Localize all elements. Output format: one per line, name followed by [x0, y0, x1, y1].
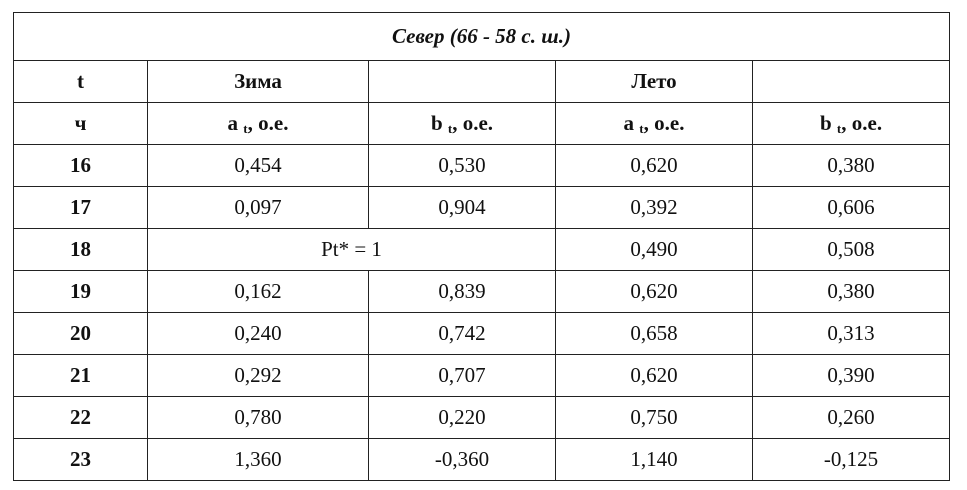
- hour-cell: 23: [13, 438, 148, 481]
- value-cell: 0,380: [751, 144, 951, 187]
- subscript: t: [243, 120, 248, 136]
- value-cell: 0,904: [368, 186, 556, 229]
- data-row: 19 0,162 0,839 0,620 0,380: [13, 270, 951, 313]
- value-cell: 0,260: [751, 396, 951, 439]
- value-cell: 0,508: [751, 228, 951, 271]
- value-cell: 0,097: [147, 186, 369, 229]
- subscript: t: [836, 120, 842, 136]
- value-cell: 0,380: [751, 270, 951, 313]
- header-cell: Зима: [147, 60, 369, 103]
- unit: , о.е.: [643, 110, 685, 135]
- symbol: b: [819, 110, 832, 135]
- value-cell: 0,620: [555, 144, 753, 187]
- header-row: t Зима Лето: [13, 60, 951, 103]
- hour-cell: 22: [13, 396, 148, 439]
- value-cell: 0,658: [555, 312, 753, 355]
- value-cell: 0,313: [751, 312, 951, 355]
- subscript: t: [447, 120, 453, 136]
- value-cell: 0,620: [555, 270, 753, 313]
- empty-cell: [368, 60, 556, 103]
- hour-cell: 21: [13, 354, 148, 397]
- value-cell: 0,707: [368, 354, 556, 397]
- value-cell: 0,490: [555, 228, 753, 271]
- value-cell: 0,390: [751, 354, 951, 397]
- unit: , о.е.: [452, 110, 494, 135]
- value-cell: 0,530: [368, 144, 556, 187]
- table-title: Север (66 - 58 с. ш.): [12, 12, 951, 61]
- value-cell: -0,125: [751, 438, 951, 481]
- unit: , о.е.: [247, 110, 289, 135]
- hour-cell: 17: [13, 186, 148, 229]
- header-cell: ч: [13, 102, 148, 145]
- header-cell: a t, о.е.: [147, 102, 369, 145]
- data-row: 17 0,097 0,904 0,392 0,606: [13, 186, 951, 229]
- subscript: t: [639, 120, 644, 136]
- value-cell: -0,360: [368, 438, 556, 481]
- header-cell: t: [13, 60, 148, 103]
- value-cell: 0,742: [368, 312, 556, 355]
- data-row: 21 0,292 0,707 0,620 0,390: [13, 354, 951, 397]
- empty-cell: [751, 60, 951, 103]
- value-cell: 0,750: [555, 396, 753, 439]
- merged-cell: Pt* = 1: [147, 228, 556, 271]
- header-cell: b t, о.е.: [751, 102, 951, 145]
- value-cell: 0,620: [555, 354, 753, 397]
- hour-cell: 19: [13, 270, 148, 313]
- data-row: 22 0,780 0,220 0,750 0,260: [13, 396, 951, 439]
- value-cell: 0,780: [147, 396, 369, 439]
- value-cell: 0,606: [751, 186, 951, 229]
- symbol: a: [227, 110, 239, 135]
- symbol: a: [623, 110, 635, 135]
- value-cell: 0,240: [147, 312, 369, 355]
- value-cell: 1,140: [555, 438, 753, 481]
- value-cell: 0,454: [147, 144, 369, 187]
- header-cell: a t, о.е.: [555, 102, 753, 145]
- data-row: 16 0,454 0,530 0,620 0,380: [13, 144, 951, 187]
- symbol: b: [430, 110, 443, 135]
- title-row: Север (66 - 58 с. ш.): [12, 12, 951, 61]
- value-cell: 0,162: [147, 270, 369, 313]
- hour-cell: 16: [13, 144, 148, 187]
- unit: , о.е.: [841, 110, 883, 135]
- value-cell: 1,360: [147, 438, 369, 481]
- value-cell: 0,392: [555, 186, 753, 229]
- header-cell: Лето: [555, 60, 753, 103]
- data-row: 20 0,240 0,742 0,658 0,313: [13, 312, 951, 355]
- hour-cell: 20: [13, 312, 148, 355]
- data-row: 23 1,360 -0,360 1,140 -0,125: [13, 438, 951, 481]
- hour-cell: 18: [13, 228, 148, 271]
- value-cell: 0,839: [368, 270, 556, 313]
- value-cell: 0,220: [368, 396, 556, 439]
- data-row: 18 Pt* = 1 0,490 0,508: [13, 228, 951, 271]
- value-cell: 0,292: [147, 354, 369, 397]
- header-cell: b t, о.е.: [368, 102, 556, 145]
